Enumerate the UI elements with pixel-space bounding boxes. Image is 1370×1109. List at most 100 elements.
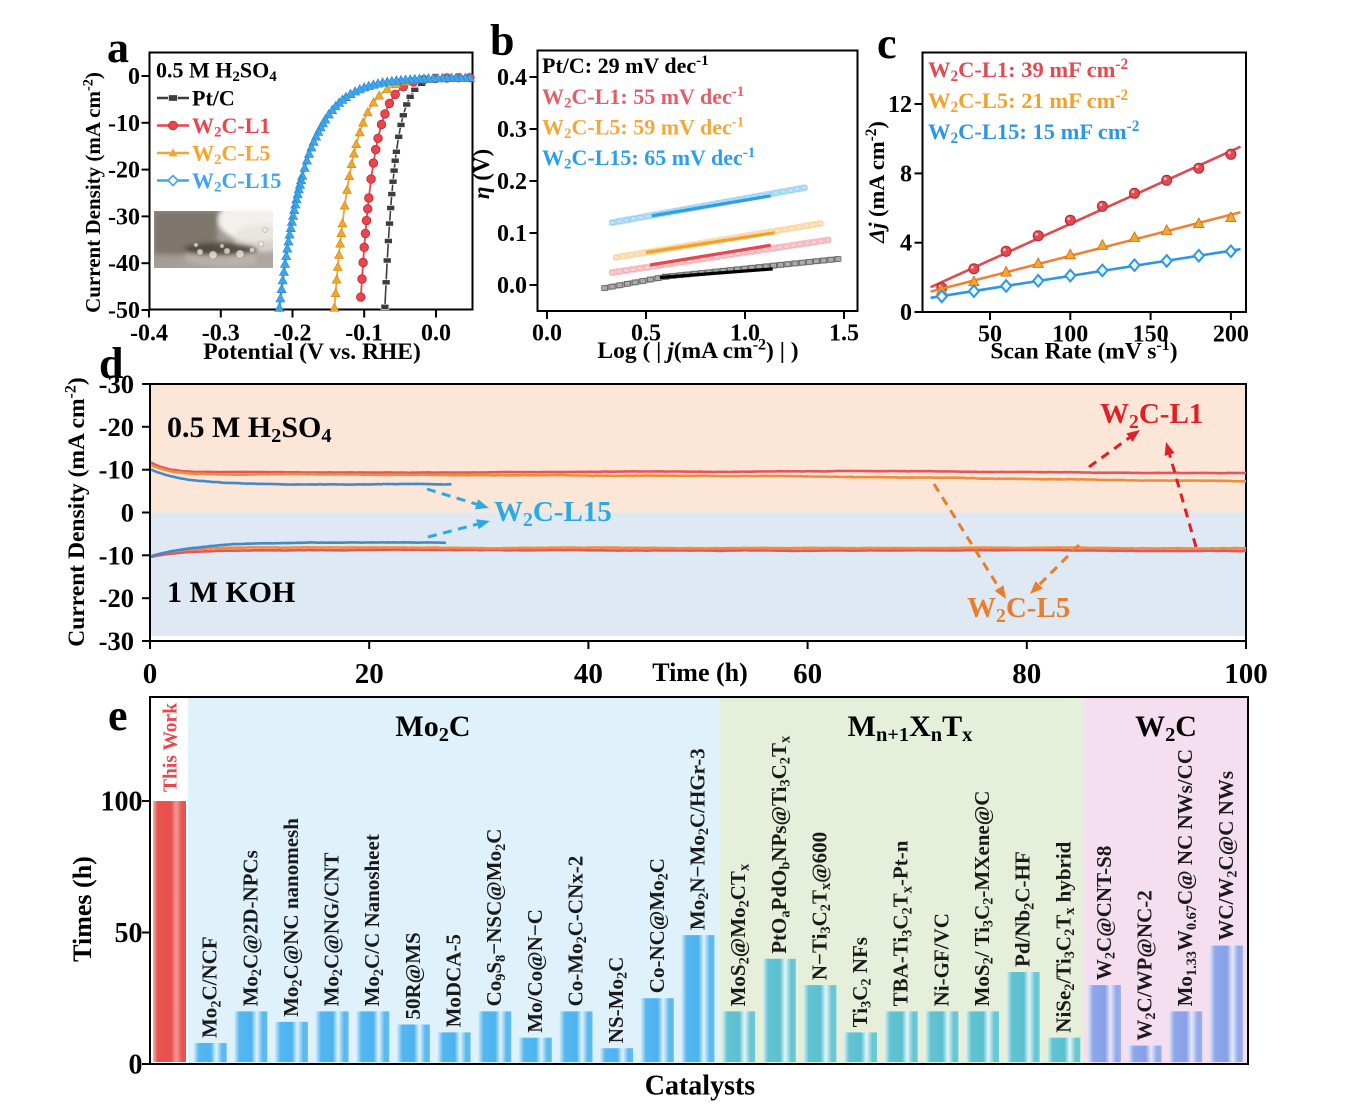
svg-text:0.0: 0.0	[421, 321, 451, 347]
svg-text:Current Density (mA cm-2): Current Density (mA cm-2)	[63, 377, 91, 646]
svg-text:0: 0	[143, 658, 158, 690]
svg-text:60: 60	[793, 658, 822, 690]
svg-text:-10: -10	[99, 455, 134, 485]
svg-text:-10: -10	[108, 111, 140, 137]
svg-text:0.5 M H2SO4: 0.5 M H2SO4	[156, 58, 277, 86]
svg-text:50R@MS: 50R@MS	[401, 932, 425, 1019]
svg-text:0.3: 0.3	[497, 117, 527, 143]
svg-text:Pt/C: 29 mV dec-1: Pt/C: 29 mV dec-1	[542, 53, 709, 78]
svg-text:0.5 M H2SO4: 0.5 M H2SO4	[167, 411, 332, 447]
svg-text:Co9S8−NSC@Mo2C: Co9S8−NSC@Mo2C	[482, 829, 509, 1007]
svg-text:Catalysts: Catalysts	[645, 1071, 756, 1102]
svg-text:200: 200	[1213, 322, 1249, 348]
svg-text:80: 80	[1012, 658, 1041, 690]
svg-text:W2C-L1: 55 mV dec-1: W2C-L1: 55 mV dec-1	[542, 84, 744, 112]
svg-text:MoS2/ Ti3C2-MXene@C: MoS2/ Ti3C2-MXene@C	[970, 791, 997, 1007]
svg-text:Mo1.33W0.67C@ NC NWs/CC: Mo1.33W0.67C@ NC NWs/CC	[1173, 749, 1200, 1006]
svg-text:W2C-L15: W2C-L15	[494, 496, 612, 531]
svg-text:100: 100	[1052, 322, 1088, 348]
svg-text:W2C-L5: 21 mF cm-2: W2C-L5: 21 mF cm-2	[928, 87, 1128, 116]
svg-text:100: 100	[101, 787, 143, 818]
svg-text:Current Density (mA cm-2): Current Density (mA cm-2)	[80, 72, 105, 313]
svg-text:0.0: 0.0	[532, 321, 562, 347]
svg-text:W2C-L5: W2C-L5	[192, 141, 270, 169]
svg-text:Ni-GF/VC: Ni-GF/VC	[929, 913, 953, 1006]
svg-text:Pd/Nb2C-HF: Pd/Nb2C-HF	[1011, 851, 1038, 967]
svg-text:c: c	[877, 19, 897, 68]
svg-text:W2C-L1: W2C-L1	[1100, 398, 1203, 433]
svg-text:TBA-Ti3C2Tx-Pt-n: TBA-Ti3C2Tx-Pt-n	[889, 840, 916, 1006]
svg-text:50: 50	[978, 322, 1002, 348]
svg-text:1 M KOH: 1 M KOH	[167, 576, 295, 609]
svg-text:Potential (V vs. RHE): Potential (V vs. RHE)	[203, 339, 421, 365]
svg-text:150: 150	[1133, 322, 1169, 348]
svg-text:η (V): η (V)	[469, 149, 494, 199]
svg-text:Log ( | j(mA cm-2) | ): Log ( | j(mA cm-2) | )	[597, 337, 798, 365]
svg-text:-0.4: -0.4	[130, 321, 168, 347]
svg-text:W2C-L1: W2C-L1	[192, 113, 270, 141]
svg-text:d: d	[99, 339, 123, 388]
svg-text:Ti3C2 NFs: Ti3C2 NFs	[848, 937, 875, 1027]
svg-text:W2C-L5: W2C-L5	[967, 592, 1070, 627]
svg-text:Co-NC@Mo2C: Co-NC@Mo2C	[645, 858, 672, 993]
svg-text:0: 0	[121, 498, 134, 528]
svg-text:Times (h): Times (h)	[68, 856, 97, 962]
svg-text:40: 40	[574, 658, 603, 690]
svg-text:0.0: 0.0	[497, 273, 527, 299]
svg-text:Mo2C/NCF: Mo2C/NCF	[198, 936, 225, 1038]
svg-text:N−Ti3C2Tx@600: N−Ti3C2Tx@600	[807, 832, 834, 980]
svg-text:20: 20	[355, 658, 384, 690]
svg-text:b: b	[490, 16, 514, 65]
svg-text:W2C-L15: 15 mF cm-2: W2C-L15: 15 mF cm-2	[928, 118, 1139, 147]
svg-text:Pt/C: Pt/C	[192, 86, 235, 111]
svg-text:50: 50	[115, 918, 143, 949]
svg-text:Mo2C@2D-NPCs: Mo2C@2D-NPCs	[238, 850, 265, 1006]
svg-text:0.2: 0.2	[497, 169, 527, 195]
svg-text:12: 12	[888, 92, 912, 118]
svg-text:1.0: 1.0	[730, 321, 760, 347]
svg-text:-20: -20	[108, 158, 140, 184]
svg-text:-0.2: -0.2	[274, 321, 312, 347]
svg-text:Mn+1XnTx: Mn+1XnTx	[848, 710, 974, 746]
svg-text:1.5: 1.5	[829, 321, 859, 347]
svg-text:NiSe2/Ti3C2Tx hybrid: NiSe2/Ti3C2Tx hybrid	[1051, 841, 1078, 1032]
svg-text:-50: -50	[108, 298, 140, 324]
svg-text:100: 100	[1224, 658, 1268, 690]
svg-text:Mo2C@NG/CNT: Mo2C@NG/CNT	[320, 853, 347, 1007]
svg-text:NS-Mo2C: NS-Mo2C	[604, 957, 631, 1044]
svg-text:-0.1: -0.1	[345, 321, 383, 347]
svg-text:e: e	[108, 691, 128, 740]
svg-text:W2C-L1: 39 mF cm-2: W2C-L1: 39 mF cm-2	[928, 56, 1128, 85]
svg-text:W2C-L15: 65 mV dec-1: W2C-L15: 65 mV dec-1	[542, 145, 755, 173]
svg-text:Mo2C/C Nanosheet: Mo2C/C Nanosheet	[360, 834, 387, 1006]
svg-text:W2C-L15: W2C-L15	[192, 168, 281, 196]
svg-text:a: a	[107, 23, 129, 72]
svg-text:Scan Rate (mV s-1): Scan Rate (mV s-1)	[990, 337, 1177, 365]
svg-text:8: 8	[900, 161, 912, 187]
svg-text:Δj (mA cm-2): Δj (mA cm-2)	[863, 121, 889, 244]
svg-text:0.5: 0.5	[631, 321, 661, 347]
svg-text:0: 0	[900, 300, 912, 326]
svg-text:-10: -10	[99, 540, 134, 570]
svg-text:MoS2@Mo2CTx: MoS2@Mo2CTx	[726, 863, 753, 1006]
svg-text:Time (h): Time (h)	[652, 658, 748, 687]
svg-text:W2C-L5: 59 mV dec-1: W2C-L5: 59 mV dec-1	[542, 115, 744, 143]
svg-text:-0.3: -0.3	[202, 321, 240, 347]
svg-text:W2C@CNT-S8: W2C@CNT-S8	[1092, 846, 1119, 980]
svg-text:Co-Mo2C-CNx-2: Co-Mo2C-CNx-2	[564, 856, 591, 1007]
svg-text:0.1: 0.1	[497, 221, 527, 247]
svg-text:W2C: W2C	[1135, 710, 1197, 746]
svg-text:-30: -30	[99, 626, 134, 656]
svg-text:-30: -30	[108, 204, 140, 230]
svg-text:0.4: 0.4	[497, 65, 527, 91]
svg-text:0: 0	[128, 64, 140, 90]
svg-text:This Work: This Work	[161, 703, 182, 792]
svg-text:W2C/WP@NC-2: W2C/WP@NC-2	[1133, 890, 1160, 1040]
svg-text:MoDCA-5: MoDCA-5	[442, 934, 466, 1027]
svg-text:Mo2C@NC nanomesh: Mo2C@NC nanomesh	[279, 818, 306, 1017]
svg-text:WC/W2C@C NWs: WC/W2C@C NWs	[1214, 771, 1241, 941]
svg-text:0: 0	[129, 1050, 143, 1081]
svg-text:Mo2N−Mo2C/HGr-3: Mo2N−Mo2C/HGr-3	[685, 748, 712, 930]
svg-text:Mo2C: Mo2C	[395, 710, 470, 746]
svg-text:Mo/Co@N−C: Mo/Co@N−C	[523, 909, 547, 1033]
